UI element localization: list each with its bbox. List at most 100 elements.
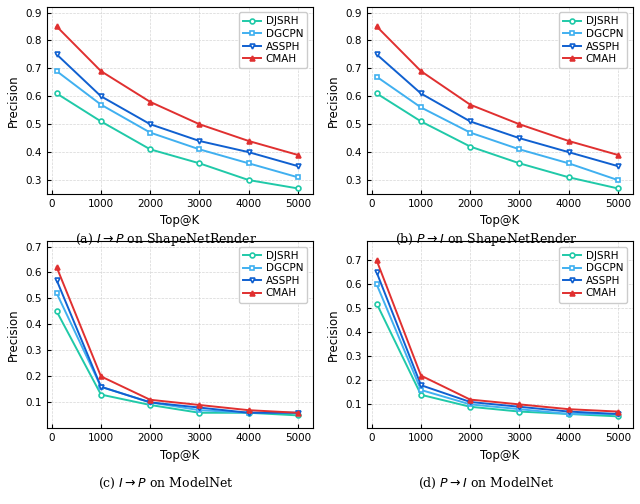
- ASSPH: [244, 149, 252, 155]
- Line: CMAH: CMAH: [374, 258, 620, 414]
- ASSPH: [147, 399, 154, 405]
- DGCPN: [53, 68, 61, 74]
- DGCPN: [564, 160, 572, 166]
- ASSPH: [373, 51, 381, 57]
- ASSPH: [516, 404, 524, 410]
- Text: (c) $I \rightarrow P$ on ModelNet: (c) $I \rightarrow P$ on ModelNet: [99, 476, 234, 491]
- DJSRH: [467, 144, 474, 150]
- DJSRH: [516, 409, 524, 415]
- CMAH: [614, 152, 621, 158]
- CMAH: [244, 407, 252, 413]
- Line: DJSRH: DJSRH: [54, 309, 300, 418]
- Legend: DJSRH, DGCPN, ASSPH, CMAH: DJSRH, DGCPN, ASSPH, CMAH: [239, 12, 307, 69]
- DJSRH: [196, 410, 204, 416]
- CMAH: [467, 397, 474, 403]
- CMAH: [147, 99, 154, 105]
- DGCPN: [53, 290, 61, 296]
- ASSPH: [516, 135, 524, 141]
- DGCPN: [97, 384, 105, 390]
- X-axis label: Top@K: Top@K: [480, 214, 519, 227]
- ASSPH: [53, 51, 61, 57]
- CMAH: [97, 68, 105, 74]
- DGCPN: [467, 401, 474, 407]
- DJSRH: [417, 118, 425, 124]
- CMAH: [516, 401, 524, 407]
- Line: CMAH: CMAH: [54, 24, 300, 157]
- Line: CMAH: CMAH: [374, 24, 620, 157]
- DGCPN: [294, 410, 301, 416]
- DGCPN: [373, 281, 381, 287]
- ASSPH: [294, 163, 301, 169]
- ASSPH: [467, 118, 474, 124]
- DGCPN: [614, 177, 621, 183]
- DJSRH: [417, 392, 425, 398]
- Line: CMAH: CMAH: [54, 265, 300, 415]
- DJSRH: [564, 174, 572, 180]
- DJSRH: [294, 185, 301, 192]
- DJSRH: [244, 410, 252, 416]
- DJSRH: [373, 300, 381, 306]
- Line: ASSPH: ASSPH: [54, 52, 300, 168]
- DGCPN: [564, 411, 572, 417]
- DGCPN: [516, 146, 524, 152]
- CMAH: [417, 372, 425, 379]
- Line: ASSPH: ASSPH: [374, 52, 620, 168]
- CMAH: [417, 68, 425, 74]
- CMAH: [196, 121, 204, 127]
- Text: (b) $P \rightarrow I$ on ShapeNetRender: (b) $P \rightarrow I$ on ShapeNetRender: [395, 231, 578, 248]
- Line: ASSPH: ASSPH: [374, 270, 620, 416]
- Y-axis label: Precision: Precision: [7, 308, 20, 361]
- Line: DGCPN: DGCPN: [54, 291, 300, 415]
- DJSRH: [564, 411, 572, 417]
- Text: (d) $P \rightarrow I$ on ModelNet: (d) $P \rightarrow I$ on ModelNet: [418, 476, 555, 491]
- DJSRH: [147, 146, 154, 152]
- DGCPN: [614, 411, 621, 417]
- CMAH: [294, 410, 301, 416]
- DJSRH: [244, 177, 252, 183]
- DGCPN: [516, 406, 524, 412]
- Y-axis label: Precision: Precision: [7, 74, 20, 127]
- DGCPN: [196, 146, 204, 152]
- ASSPH: [373, 270, 381, 276]
- ASSPH: [147, 121, 154, 127]
- Y-axis label: Precision: Precision: [327, 74, 340, 127]
- CMAH: [516, 121, 524, 127]
- Line: DGCPN: DGCPN: [374, 74, 620, 182]
- Line: DJSRH: DJSRH: [374, 91, 620, 191]
- DGCPN: [417, 387, 425, 393]
- X-axis label: Top@K: Top@K: [160, 449, 199, 462]
- DJSRH: [294, 412, 301, 418]
- DJSRH: [467, 404, 474, 410]
- Text: (a) $I \rightarrow P$ on ShapeNetRender: (a) $I \rightarrow P$ on ShapeNetRender: [76, 231, 257, 248]
- Legend: DJSRH, DGCPN, ASSPH, CMAH: DJSRH, DGCPN, ASSPH, CMAH: [559, 12, 627, 69]
- DGCPN: [467, 130, 474, 136]
- Y-axis label: Precision: Precision: [327, 308, 340, 361]
- CMAH: [196, 402, 204, 408]
- DJSRH: [516, 160, 524, 166]
- CMAH: [467, 102, 474, 108]
- DGCPN: [244, 410, 252, 416]
- Line: DGCPN: DGCPN: [374, 282, 620, 416]
- Line: DJSRH: DJSRH: [54, 91, 300, 191]
- DJSRH: [373, 91, 381, 97]
- CMAH: [614, 409, 621, 415]
- CMAH: [53, 24, 61, 30]
- CMAH: [97, 373, 105, 380]
- CMAH: [147, 397, 154, 403]
- ASSPH: [614, 163, 621, 169]
- ASSPH: [294, 410, 301, 416]
- DGCPN: [196, 407, 204, 413]
- DJSRH: [147, 402, 154, 408]
- DJSRH: [614, 413, 621, 419]
- DJSRH: [97, 392, 105, 398]
- Line: ASSPH: ASSPH: [54, 278, 300, 415]
- DGCPN: [294, 174, 301, 180]
- Legend: DJSRH, DGCPN, ASSPH, CMAH: DJSRH, DGCPN, ASSPH, CMAH: [239, 246, 307, 303]
- DJSRH: [53, 91, 61, 97]
- Line: DGCPN: DGCPN: [54, 69, 300, 180]
- ASSPH: [97, 384, 105, 390]
- CMAH: [564, 138, 572, 144]
- ASSPH: [564, 149, 572, 155]
- DGCPN: [244, 160, 252, 166]
- DGCPN: [147, 399, 154, 405]
